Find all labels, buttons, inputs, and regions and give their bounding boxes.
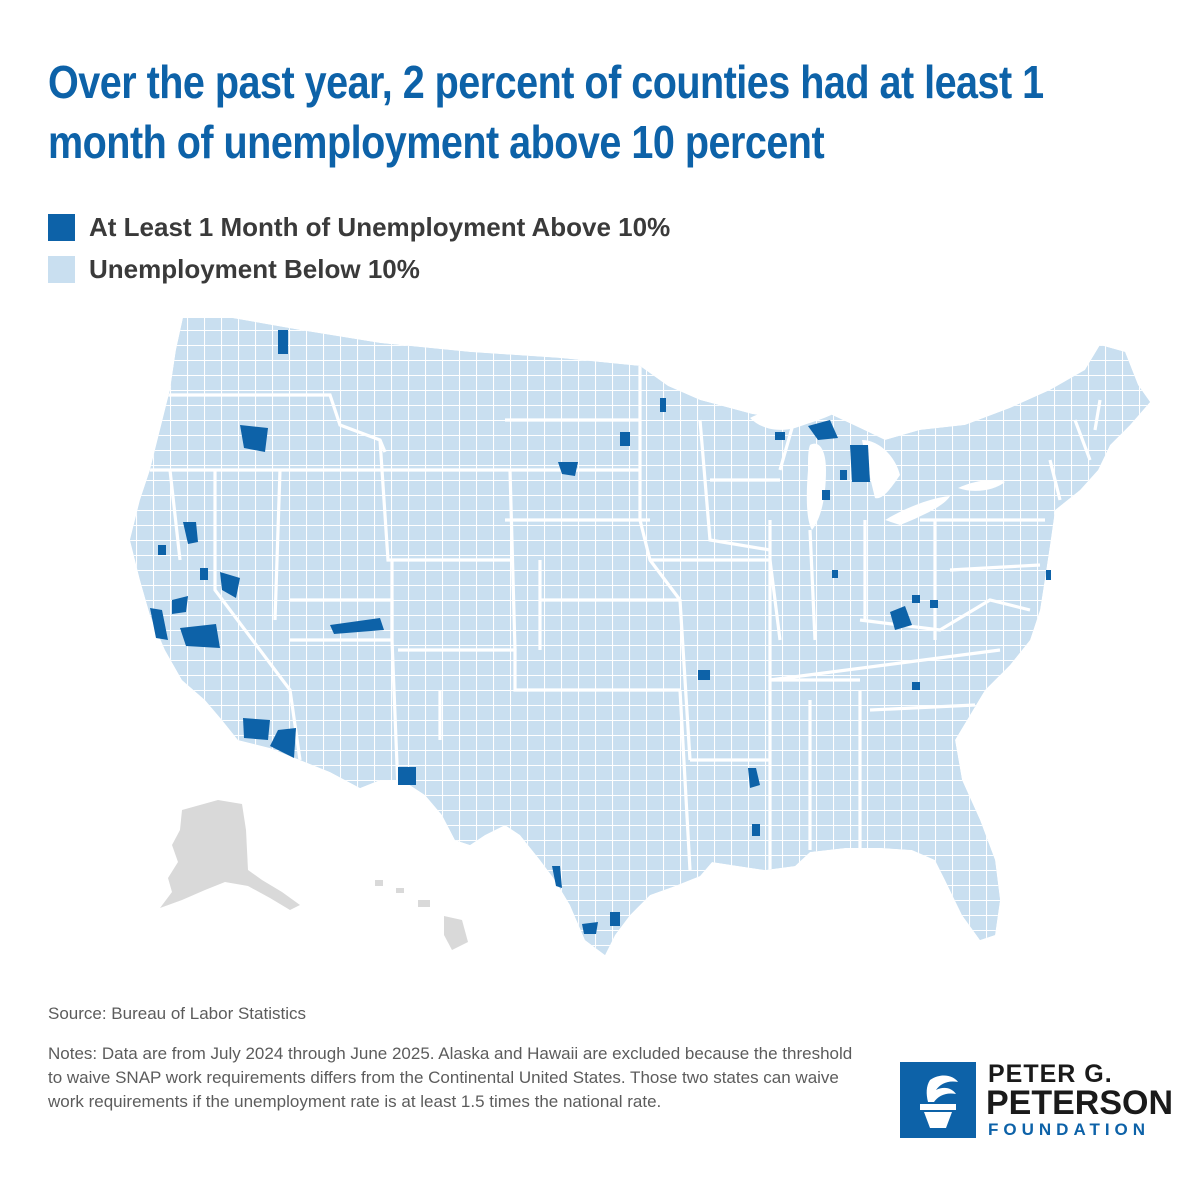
county-ca-siskiyou	[183, 522, 198, 544]
county-mi-roscommon	[840, 470, 847, 480]
high-unemployment-counties	[150, 330, 1051, 934]
county-layer	[130, 318, 1150, 955]
county-ca-merced	[172, 596, 188, 614]
county-ca-monterey	[150, 608, 168, 640]
hawaii-big-island	[444, 916, 468, 950]
county-ca-alpine	[200, 568, 208, 580]
county-nd-sioux	[660, 398, 666, 412]
county-wv-mcdowell	[930, 600, 938, 608]
county-il-alexander	[832, 570, 838, 578]
notes-text: Notes: Data are from July 2024 through J…	[48, 1044, 853, 1111]
alaska-excluded	[160, 800, 300, 910]
county-tx-willacy	[610, 912, 620, 926]
hawaii-kauai	[375, 880, 383, 886]
hawaii-maui	[418, 900, 430, 907]
lake-huron	[862, 440, 900, 499]
county-tx-maverick	[552, 866, 562, 888]
county-nj-atlantic	[1046, 570, 1051, 580]
county-or-lake	[240, 425, 268, 452]
county-sd-oglala	[558, 462, 578, 476]
legend-item-below: Unemployment Below 10%	[48, 248, 670, 290]
state-borders	[150, 366, 1102, 871]
county-az-pinal	[270, 728, 296, 758]
legend: At Least 1 Month of Unemployment Above 1…	[48, 206, 670, 290]
logo-text-line2: PETERSON	[986, 1084, 1174, 1122]
county-wv-mingo	[912, 595, 920, 603]
county-mi-north	[850, 445, 870, 482]
lake-ontario	[958, 480, 1005, 491]
county-ut-san-juan	[330, 618, 384, 634]
hawaii-excluded	[375, 880, 468, 950]
legend-item-above: At Least 1 Month of Unemployment Above 1…	[48, 206, 670, 248]
peterson-foundation-logo: PETER G. PETERSON FOUNDATION	[900, 1060, 1173, 1139]
legend-label-below: Unemployment Below 10%	[89, 253, 420, 284]
county-ok-adair	[698, 670, 710, 680]
county-ca-mono	[220, 572, 240, 598]
county-mesh	[130, 318, 1150, 955]
county-tn-hancock	[912, 682, 920, 690]
county-ca-tulare	[180, 624, 220, 648]
legend-swatch-below	[48, 255, 75, 283]
county-mi-oceana	[822, 490, 830, 500]
county-az-yuma	[243, 718, 270, 740]
county-ms-delta	[748, 768, 760, 788]
lake-superior	[750, 405, 840, 430]
county-ms-issaquena	[752, 824, 760, 836]
county-mi-up	[808, 420, 838, 440]
torch-icon	[900, 1062, 976, 1138]
county-wv-cluster	[890, 606, 912, 630]
source-note: Source: Bureau of Labor Statistics	[48, 1004, 306, 1023]
legend-label-above: At Least 1 Month of Unemployment Above 1…	[89, 211, 671, 242]
county-mi-gogebic	[775, 432, 785, 440]
chart-title: Over the past year, 2 percent of countie…	[48, 56, 1044, 168]
us-county-map	[130, 318, 1150, 955]
legend-swatch-above	[48, 213, 75, 241]
lake-erie	[885, 496, 950, 525]
county-nd-rolette	[620, 432, 630, 446]
hawaii-oahu	[396, 888, 404, 893]
logo-text-line3: FOUNDATION	[988, 1120, 1151, 1139]
logo-text-line1: PETER G.	[988, 1060, 1113, 1088]
great-lakes	[750, 405, 1005, 530]
county-ca-colusa	[158, 545, 166, 555]
county-tx-starr	[582, 922, 598, 934]
county-nm-luna	[398, 767, 416, 785]
lake-michigan	[806, 443, 826, 530]
county-wa-ferry	[278, 330, 288, 354]
